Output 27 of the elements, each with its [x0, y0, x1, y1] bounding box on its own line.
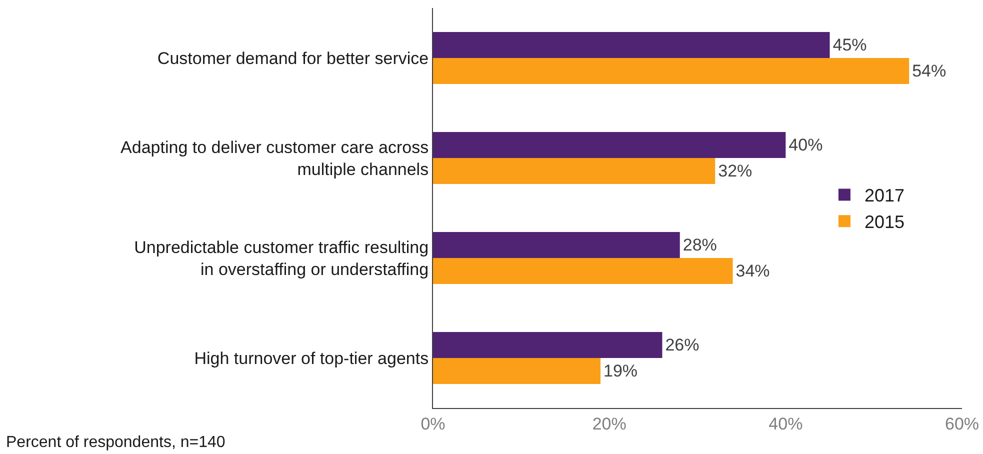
text: Percent of respondents, n=140 — [6, 434, 226, 451]
data-label: 45% — [832, 36, 867, 54]
bar — [433, 32, 830, 58]
bar — [433, 132, 786, 158]
bar — [433, 158, 716, 184]
data-label: 40% — [788, 136, 823, 154]
data-label: 54% — [912, 62, 946, 80]
x-tick-label: 60% — [944, 414, 980, 434]
bar — [433, 358, 601, 384]
y-tick-label: High turnover of top-tier agents — [194, 348, 429, 368]
data-label: 32% — [718, 162, 752, 180]
y-tick-label: Adapting to deliver customer care across multiple channels — [120, 138, 429, 179]
data-label: 28% — [682, 236, 717, 254]
data-label: 26% — [665, 336, 700, 354]
data-label: 34% — [736, 262, 770, 280]
legend-label: 2015 — [864, 212, 905, 232]
x-tick-label: 0% — [420, 414, 446, 434]
bar — [433, 58, 910, 84]
y-tick-label: Unpredictable customer traffic resulting in overstaffing or understaffing — [134, 238, 429, 279]
y-tick-label: Customer demand for better service — [157, 48, 429, 68]
bar — [433, 232, 680, 258]
x-tick-label: 40% — [768, 414, 803, 434]
bar — [433, 332, 662, 358]
legend-label: 2017 — [864, 186, 905, 206]
bar — [433, 258, 733, 284]
x-tick-label: 20% — [592, 414, 626, 434]
data-label: 19% — [604, 362, 638, 380]
